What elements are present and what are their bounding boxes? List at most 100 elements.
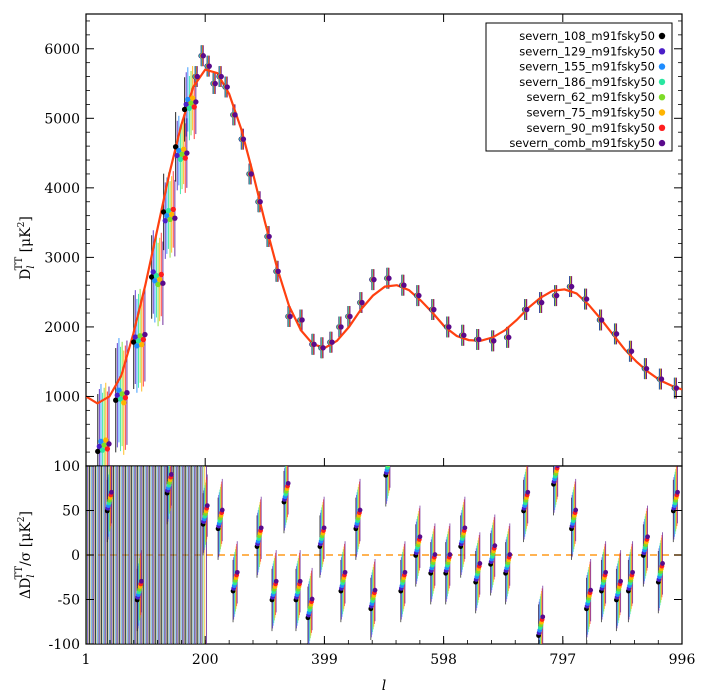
residual-y-label-sub: l [26,574,37,577]
main-data-point [106,441,112,447]
main-y-label-unit: [μK [18,227,34,253]
main-data-point [135,338,142,344]
main-data-point [613,331,620,337]
residual-y-tick-label: -100 [49,637,80,653]
main-data-point [132,334,139,340]
x-tick-label: 200 [192,652,219,668]
residual-data-point [447,552,453,557]
residual-data-point [540,614,546,620]
main-y-tick-label: 1000 [44,389,80,405]
main-data-point [188,100,194,106]
main-data-point [180,146,187,153]
main-data-point [122,395,129,401]
residual-data-point [525,489,531,495]
main-data-point [386,275,392,281]
residual-data-point [387,457,392,462]
main-data-point [99,447,106,453]
residual-data-point [603,569,609,575]
main-data-point [232,112,238,118]
legend-marker [658,139,666,147]
main-data-point [179,151,185,158]
main-data-point [200,53,206,59]
main-data-point [476,336,482,343]
residual-data-point [507,552,513,557]
legend-label: severn_129_m91fsky50 [519,44,655,58]
x-axis-label: l [382,678,386,694]
residual-data-point [258,525,264,531]
main-y-label-unit-sup: 2 [17,222,27,228]
residual-data-point [432,552,438,557]
main-data-point [212,80,218,87]
main-data-point [119,391,125,397]
main-y-axis-label: DlTT [μK2] [14,216,37,280]
legend-marker [658,109,666,116]
main-data-point [103,437,109,443]
main-data-point [121,400,127,406]
residual-data-point [357,507,363,513]
legend-label: severn_90_m91fsky50 [527,121,655,135]
legend-label: severn_62_m91fsky50 [527,90,655,104]
residual-data-point [388,454,393,459]
x-tick-label: 797 [549,652,576,668]
residual-y-tick-label: -50 [57,593,80,609]
residual-data-point [555,466,561,468]
main-y-label-sup: TT [14,257,25,271]
legend-label: severn_75_m91fsky50 [527,106,655,120]
residual-data-point [386,466,391,468]
main-data-point [152,278,158,284]
main-data-point [172,215,178,221]
residual-y-label-tail: /σ [18,551,34,566]
x-tick-label: 996 [669,652,696,668]
main-data-point [401,282,407,288]
residual-y-label-unit-sup: 2 [17,516,27,522]
legend-box [485,22,673,152]
main-data-point [371,276,377,283]
main-y-tick-label: 6000 [44,42,80,58]
main-data-point [140,336,147,343]
main-data-point [311,341,317,348]
main-y-label-unit-close: ] [18,216,34,221]
main-data-point [266,233,272,240]
main-data-point [329,339,335,345]
residual-y-ticks: -100 -50 0 50 100 [49,459,682,653]
main-data-point [338,324,344,330]
main-y-tick-label: 2000 [44,320,80,336]
residual-y-tick-label: 50 [62,504,80,520]
main-data-point [185,96,191,103]
legend: severn_108_m91fsky50severn_129_m91fsky50… [485,22,673,152]
residual-data-point [234,569,240,575]
main-data-point [113,397,119,403]
main-data-point [96,443,103,450]
residual-data-point [204,503,210,509]
residual-data-point [402,569,408,575]
main-y-tick-label: 5000 [44,111,80,127]
main-data-points [95,53,680,455]
main-data-point [491,338,497,344]
residual-data-point [462,525,468,531]
residual-data-point [675,489,680,495]
main-data-point [98,438,104,445]
main-data-point [137,333,143,339]
main-data-point [628,348,635,354]
residual-data-point [573,507,579,513]
residual-data-point [273,578,279,584]
main-data-point [124,390,130,396]
main-data-point [95,448,101,455]
residual-data-point [477,561,483,566]
main-data-point [206,63,212,69]
main-data-point [218,73,224,80]
legend-marker [658,32,666,40]
main-data-point [164,212,170,219]
main-data-point [224,84,230,90]
main-data-point [156,276,163,283]
main-data-point [538,299,545,306]
residual-data-point [660,561,665,566]
main-data-point [174,152,180,159]
main-data-point [155,281,161,288]
main-data-point [158,271,164,278]
main-data-point [248,171,254,177]
main-data-point [142,331,148,338]
main-data-point [299,317,305,323]
